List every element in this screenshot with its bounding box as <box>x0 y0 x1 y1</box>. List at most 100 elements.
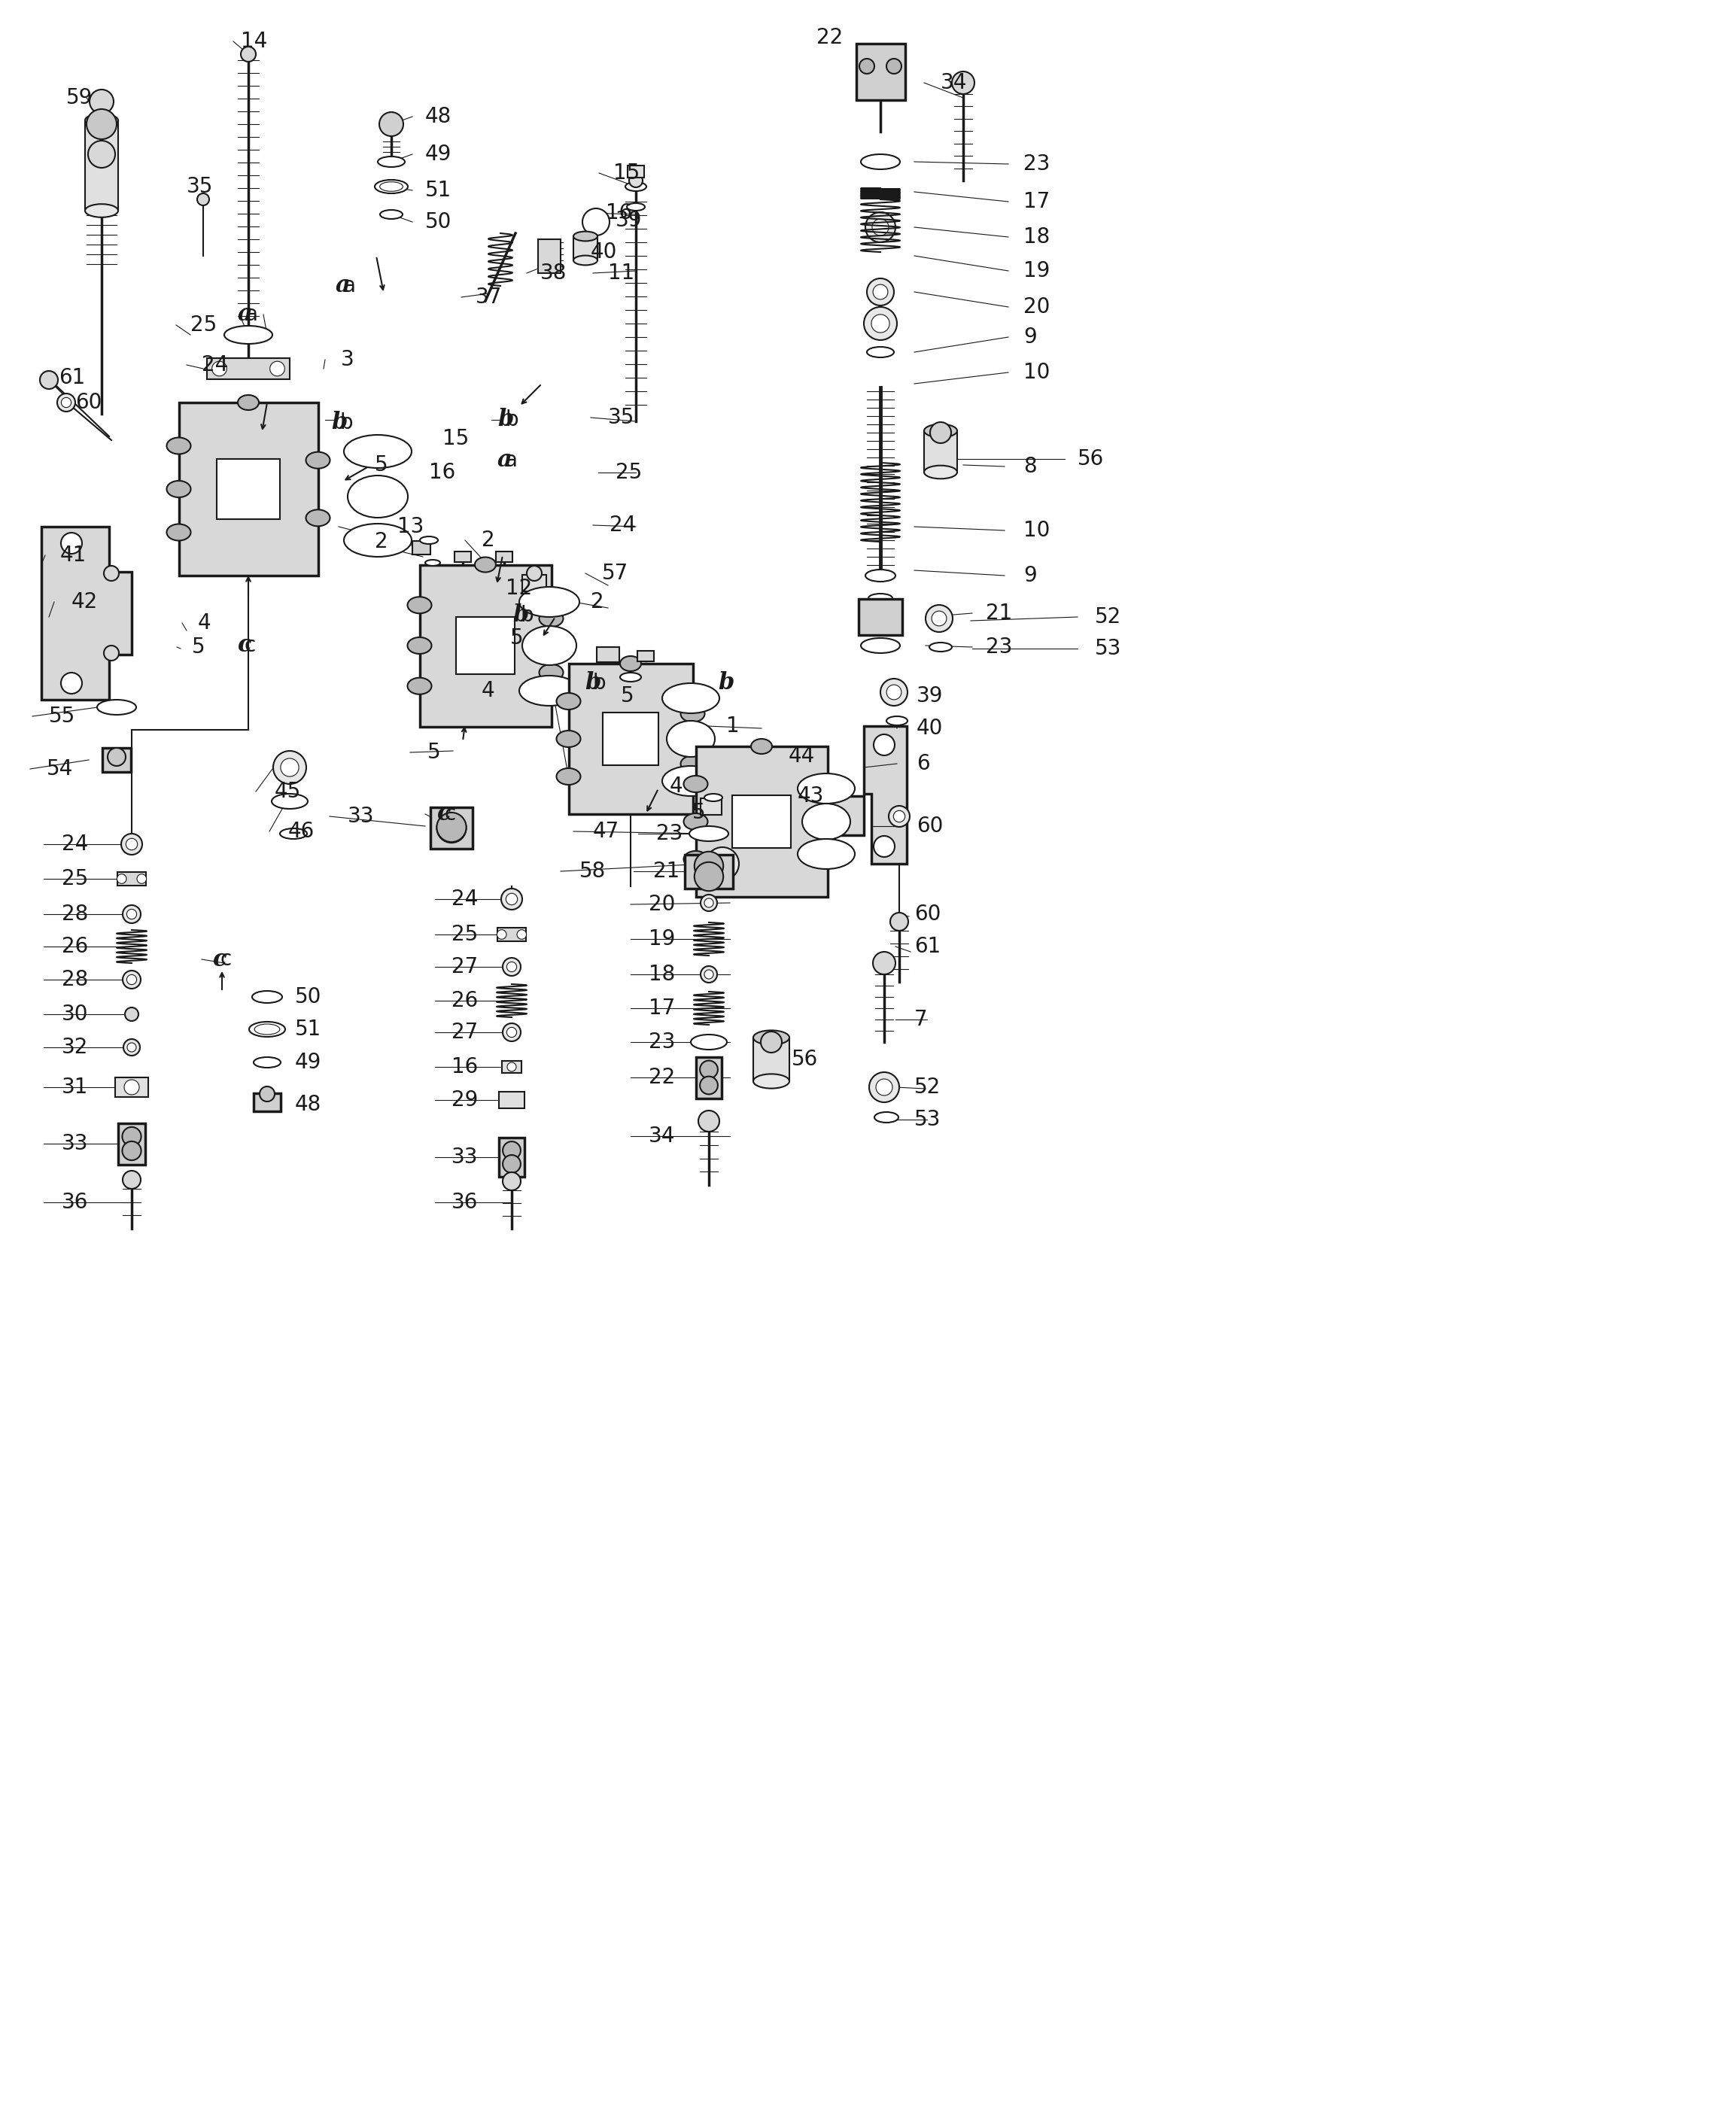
Text: 40: 40 <box>917 717 943 738</box>
Circle shape <box>61 673 82 694</box>
Text: 36: 36 <box>451 1193 477 1212</box>
Text: 25: 25 <box>616 461 642 482</box>
Circle shape <box>503 1155 521 1174</box>
Bar <box>637 651 654 662</box>
Text: a: a <box>496 448 512 472</box>
Text: 33: 33 <box>347 806 375 827</box>
Circle shape <box>873 286 887 300</box>
Ellipse shape <box>661 683 719 713</box>
Circle shape <box>507 1062 516 1072</box>
Circle shape <box>866 279 894 305</box>
Bar <box>179 402 318 575</box>
Ellipse shape <box>344 525 411 556</box>
Text: 20: 20 <box>649 895 675 916</box>
Ellipse shape <box>255 1024 279 1034</box>
Ellipse shape <box>375 180 408 192</box>
Circle shape <box>507 962 517 971</box>
Circle shape <box>887 59 901 74</box>
Ellipse shape <box>167 525 191 541</box>
Circle shape <box>925 605 953 632</box>
Circle shape <box>61 533 82 554</box>
Polygon shape <box>865 725 906 863</box>
Text: 9: 9 <box>1024 326 1036 347</box>
Bar <box>753 1038 790 1081</box>
Text: 40: 40 <box>590 241 618 262</box>
Ellipse shape <box>861 154 899 169</box>
Text: 5: 5 <box>375 455 389 476</box>
Text: 5: 5 <box>621 685 634 706</box>
Text: 34: 34 <box>941 72 967 93</box>
Circle shape <box>871 220 889 235</box>
Text: 27: 27 <box>451 1022 477 1043</box>
Ellipse shape <box>753 1074 790 1089</box>
Ellipse shape <box>691 1034 727 1049</box>
Circle shape <box>260 1087 274 1102</box>
Circle shape <box>273 751 306 785</box>
Text: 27: 27 <box>451 956 477 977</box>
Circle shape <box>930 423 951 444</box>
Text: 41: 41 <box>61 546 87 567</box>
Text: 55: 55 <box>49 706 75 728</box>
Circle shape <box>212 362 227 376</box>
Circle shape <box>90 89 113 114</box>
Ellipse shape <box>627 203 644 212</box>
Bar <box>85 121 118 212</box>
Ellipse shape <box>408 637 432 654</box>
Circle shape <box>705 971 713 979</box>
Text: 54: 54 <box>47 759 73 780</box>
Text: 38: 38 <box>540 262 568 283</box>
Text: 26: 26 <box>451 990 477 1011</box>
Text: b: b <box>594 673 606 694</box>
Ellipse shape <box>347 476 408 518</box>
Text: 46: 46 <box>288 821 314 842</box>
Circle shape <box>123 905 141 922</box>
Circle shape <box>123 1038 141 1055</box>
Ellipse shape <box>684 814 708 829</box>
Circle shape <box>891 914 908 931</box>
Bar <box>207 357 290 379</box>
Bar <box>118 871 146 886</box>
Text: 56: 56 <box>1078 448 1104 470</box>
Circle shape <box>122 833 142 854</box>
Circle shape <box>873 835 894 857</box>
Ellipse shape <box>875 1112 899 1123</box>
Text: 5: 5 <box>693 802 705 823</box>
Circle shape <box>700 1077 717 1093</box>
Bar <box>498 928 526 941</box>
Bar <box>102 749 130 772</box>
Circle shape <box>507 1028 517 1036</box>
Ellipse shape <box>248 1022 285 1036</box>
Text: 3: 3 <box>340 349 354 370</box>
Circle shape <box>628 173 642 188</box>
Circle shape <box>89 142 115 167</box>
Bar <box>502 1062 521 1072</box>
Bar <box>602 713 658 766</box>
Ellipse shape <box>924 465 957 478</box>
Text: 34: 34 <box>649 1125 675 1146</box>
Ellipse shape <box>684 850 708 867</box>
Text: b: b <box>521 605 535 626</box>
Text: b: b <box>719 673 734 696</box>
Text: 35: 35 <box>186 176 214 197</box>
Text: 25: 25 <box>62 869 89 888</box>
Ellipse shape <box>97 700 135 715</box>
Circle shape <box>496 931 507 939</box>
Text: 8: 8 <box>1024 457 1036 478</box>
Text: 5: 5 <box>510 628 524 649</box>
Bar <box>217 459 279 520</box>
Bar <box>628 165 644 178</box>
Text: 25: 25 <box>451 924 477 945</box>
Text: c: c <box>245 634 255 656</box>
Ellipse shape <box>224 326 273 345</box>
Ellipse shape <box>861 639 899 654</box>
Text: 4: 4 <box>481 681 495 702</box>
Bar <box>701 797 722 814</box>
Circle shape <box>137 873 146 884</box>
Circle shape <box>198 192 210 205</box>
Text: 15: 15 <box>443 427 469 448</box>
Circle shape <box>877 1079 892 1096</box>
Ellipse shape <box>167 438 191 455</box>
Circle shape <box>526 567 542 582</box>
Ellipse shape <box>868 594 892 603</box>
Bar <box>859 599 903 634</box>
